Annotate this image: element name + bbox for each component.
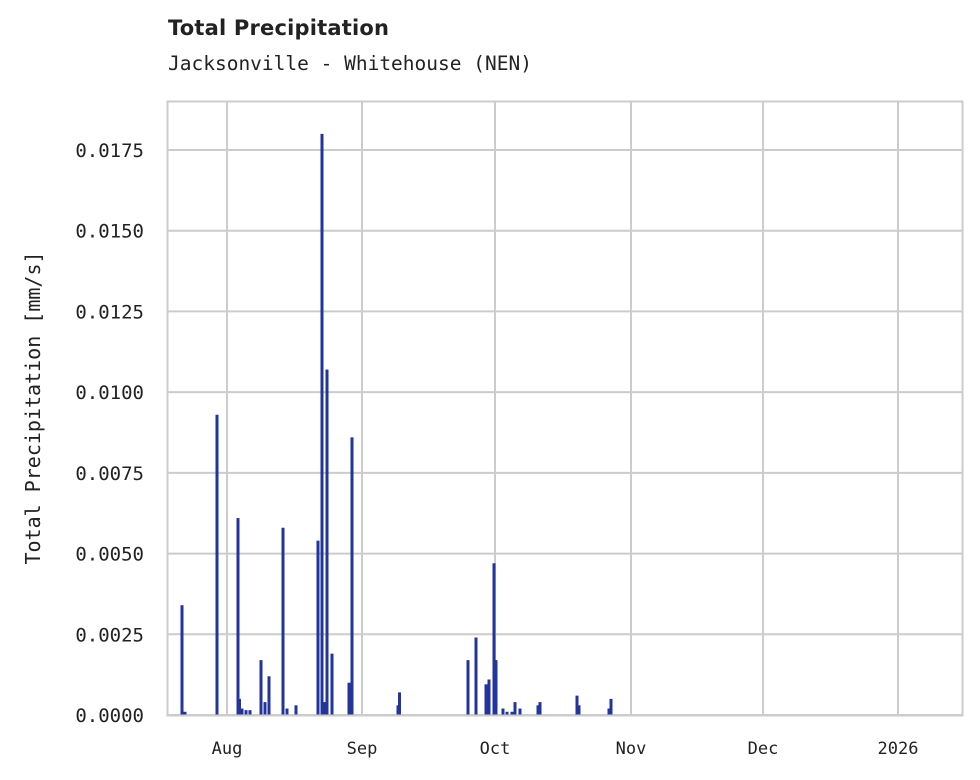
x-tick-label: Sep <box>347 739 378 759</box>
precip-bar <box>398 692 401 715</box>
precip-bar <box>281 527 285 715</box>
precip-bar <box>347 682 351 715</box>
y-tick-label: 0.0175 <box>75 140 144 162</box>
precip-bar <box>294 705 298 715</box>
precip-bar <box>607 708 611 715</box>
precip-bar <box>320 133 324 715</box>
y-tick-label: 0.0075 <box>75 463 144 485</box>
chart-subtitle: Jacksonville - Whitehouse (NEN) <box>168 52 532 75</box>
y-tick-label: 0.0000 <box>75 705 144 727</box>
precip-bar <box>609 698 613 715</box>
precip-bar <box>510 711 514 715</box>
grid-lines <box>167 101 962 716</box>
precip-bar <box>236 518 240 715</box>
precip-bar <box>259 660 263 715</box>
y-tick-label: 0.0050 <box>75 544 144 566</box>
precip-bar <box>350 437 354 715</box>
x-tick-label: Dec <box>748 739 779 759</box>
y-tick-label: 0.0125 <box>75 301 144 323</box>
precip-bar <box>248 710 252 715</box>
y-axis-label: Total Precipitation [mm/s] <box>21 251 45 564</box>
precip-bar <box>484 684 488 715</box>
precip-bar <box>285 708 289 715</box>
y-tick-label: 0.0150 <box>75 221 144 243</box>
precip-bar <box>575 695 579 715</box>
x-tick-label: Nov <box>616 739 647 759</box>
precip-bar <box>240 708 244 715</box>
precip-bar <box>323 702 326 715</box>
precip-bar <box>492 563 496 715</box>
precip-bar <box>238 698 241 715</box>
precip-bar <box>466 660 470 715</box>
precip-bar <box>538 702 542 715</box>
precip-bar <box>501 708 505 715</box>
precip-bar <box>487 679 491 715</box>
x-axis-ticks: Aug Sep Oct Nov Dec 2026 <box>212 739 919 759</box>
precip-bar <box>494 660 498 715</box>
precip-bar <box>244 710 248 715</box>
precip-bar <box>183 711 187 715</box>
precip-bar <box>215 414 219 715</box>
plot-frame <box>166 100 964 717</box>
precip-bar <box>330 653 334 715</box>
precip-bar <box>325 369 329 715</box>
y-tick-label: 0.0100 <box>75 382 144 404</box>
x-tick-label: Aug <box>212 739 243 759</box>
x-tick-label: 2026 <box>878 739 919 759</box>
bar-series <box>180 133 613 715</box>
chart-title: Total Precipitation <box>168 16 390 40</box>
precip-bar <box>536 705 540 715</box>
y-axis-ticks: 0.0000 0.0025 0.0050 0.0075 0.0100 0.0125 0.01… <box>75 140 144 727</box>
precip-bar <box>505 711 509 715</box>
precip-bar <box>180 605 184 715</box>
precip-bar <box>577 705 581 715</box>
precip-bar <box>513 702 517 715</box>
precip-bar <box>474 637 478 715</box>
precip-bar <box>518 708 522 715</box>
x-tick-label: Oct <box>480 739 511 759</box>
precip-bar <box>267 676 271 715</box>
precip-bar <box>316 540 320 715</box>
y-tick-label: 0.0025 <box>75 624 144 646</box>
precip-bar <box>263 702 267 715</box>
